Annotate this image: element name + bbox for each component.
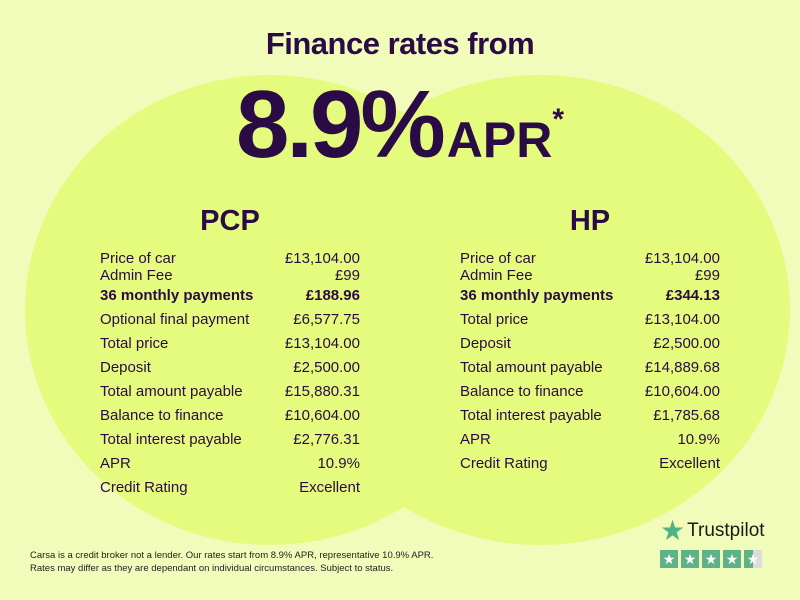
table-row: 36 monthly payments £188.96 [100,284,360,308]
plan-hp: HP Price of car £13,104.00 Admin Fee £99 36 m… [460,205,720,476]
row-label: Balance to finance [460,383,584,400]
row-label: Total price [100,335,169,352]
row-value: £10,604.00 [284,407,360,424]
row-value: £14,889.68 [644,359,720,376]
row-label: APR [100,455,131,472]
star-icon: ★ [744,550,762,568]
plan-pcp: PCP Price of car £13,104.00 Admin Fee £99 36 … [100,205,360,500]
table-row: Total interest payable £2,776.31 [100,428,360,452]
table-row: Price of car £13,104.00 [460,250,720,267]
row-value: 10.9% [677,431,720,448]
rate-asterisk: * [552,103,565,136]
trustpilot-rating: ★ ★ ★ ★ ★ [660,550,765,568]
row-label: Balance to finance [100,407,224,424]
trustpilot-name: Trustpilot [687,520,765,541]
row-value: £99 [694,267,720,284]
row-value: £6,577.75 [293,311,360,328]
row-label: Total interest payable [460,407,602,424]
row-value: 10.9% [317,455,360,472]
table-row: Total amount payable £14,889.68 [460,356,720,380]
row-label: Credit Rating [460,455,548,472]
table-row: Credit Rating Excellent [460,452,720,476]
table-row: Price of car £13,104.00 [100,250,360,267]
row-label: Total amount payable [100,383,243,400]
table-row: Deposit £2,500.00 [100,356,360,380]
table-row: 36 monthly payments £344.13 [460,284,720,308]
table-row: APR 10.9% [460,428,720,452]
row-value: £2,500.00 [653,335,720,352]
row-value: £2,776.31 [293,431,360,448]
table-row: Deposit £2,500.00 [460,332,720,356]
row-label: Admin Fee [100,267,173,284]
row-value: £13,104.00 [644,250,720,267]
row-value: £344.13 [665,287,720,304]
row-label: Total price [460,311,529,328]
row-label: Price of car [460,250,536,267]
row-label: Total amount payable [460,359,603,376]
row-value: £13,104.00 [284,250,360,267]
row-label: Deposit [100,359,151,376]
star-icon: ★ [702,550,720,568]
trustpilot-logo: ★ Trustpilot [660,515,765,546]
star-icon: ★ [660,515,686,546]
headline: Finance rates from [265,26,535,61]
row-value: £188.96 [305,287,360,304]
row-label: Total interest payable [100,431,242,448]
plan-title: PCP [200,205,260,237]
disclaimer: Carsa is a credit broker not a lender. O… [30,549,433,575]
row-value: Excellent [299,479,360,496]
star-icon: ★ [681,550,699,568]
row-label: Deposit [460,335,511,352]
row-value: £1,785.68 [653,407,720,424]
row-label: Credit Rating [100,479,188,496]
disclaimer-line-2: Rates may differ as they are dependant o… [30,563,394,574]
rate-value: 8.9% [235,71,446,178]
row-value: £13,104.00 [284,335,360,352]
star-icon: ★ [660,550,678,568]
table-row: Total amount payable £15,880.31 [100,380,360,404]
headline-rate: 8.9%APR* [0,70,800,180]
row-label: Price of car [100,250,176,267]
row-value: £10,604.00 [644,383,720,400]
table-row: Total interest payable £1,785.68 [460,404,720,428]
row-value: Excellent [659,455,720,472]
row-value: £15,880.31 [284,383,360,400]
row-label: Admin Fee [460,267,533,284]
disclaimer-line-1: Carsa is a credit broker not a lender. O… [30,550,434,561]
row-label: 36 monthly payments [460,287,614,304]
table-row: Admin Fee £99 [100,267,360,284]
table-row: APR 10.9% [100,452,360,476]
table-row: Balance to finance £10,604.00 [460,380,720,404]
row-value: £2,500.00 [293,359,360,376]
table-row: Total price £13,104.00 [460,308,720,332]
table-row: Credit Rating Excellent [100,476,360,500]
row-value: £99 [334,267,360,284]
plan-title: HP [569,205,611,237]
table-row: Admin Fee £99 [460,267,720,284]
row-label: Optional final payment [100,311,250,328]
row-label: 36 monthly payments [100,287,254,304]
table-row: Optional final payment £6,577.75 [100,308,360,332]
trustpilot-badge: ★ Trustpilot ★ ★ ★ ★ ★ [660,515,765,568]
star-icon: ★ [723,550,741,568]
rate-suffix: APR [446,112,553,168]
table-row: Balance to finance £10,604.00 [100,404,360,428]
background-circle-right [290,75,790,545]
table-row: Total price £13,104.00 [100,332,360,356]
row-value: £13,104.00 [644,311,720,328]
row-label: APR [460,431,491,448]
